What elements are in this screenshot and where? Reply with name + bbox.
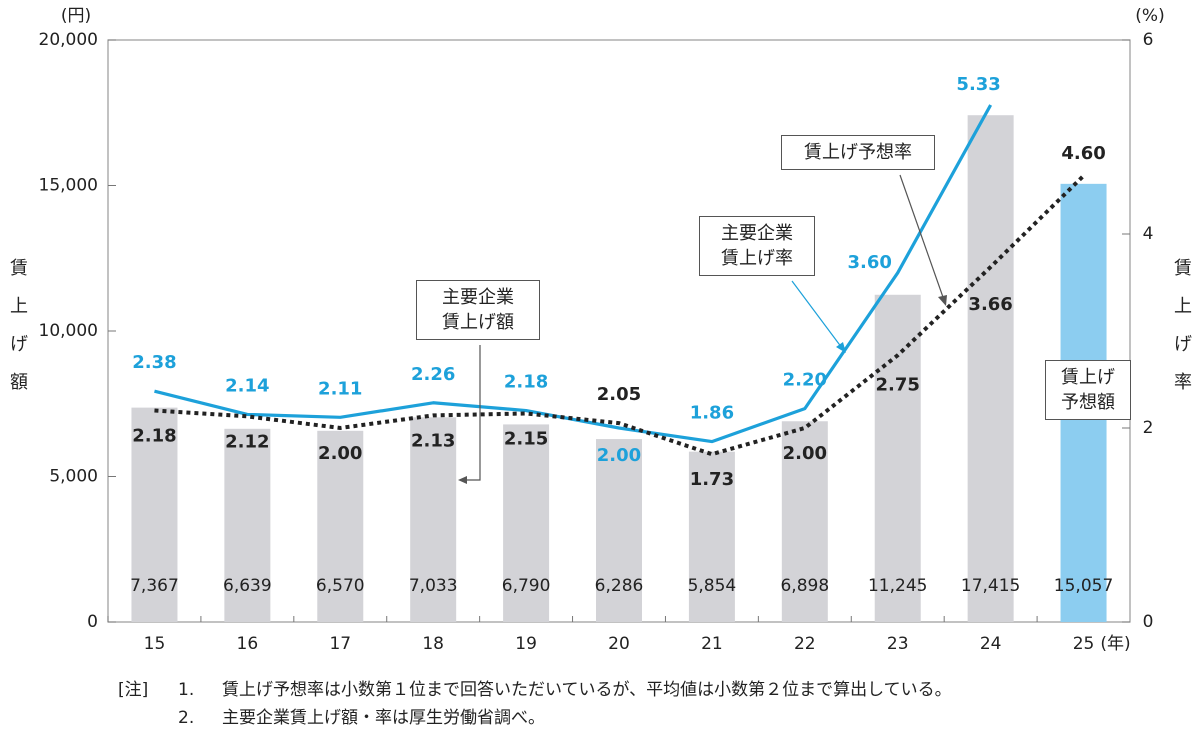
note-text: 賃上げ予想率は小数第１位まで回答いただいているが、平均値は小数第２位まで算出して… (222, 680, 952, 700)
x-tick-label: 24 (980, 634, 1002, 654)
line (154, 104, 993, 444)
y2-tick-label: 0 (1143, 612, 1154, 632)
bar (596, 439, 642, 622)
bar (317, 430, 364, 622)
x-tick-label: 18 (422, 634, 444, 654)
callout-arrow (458, 476, 467, 484)
callout-pointer (899, 174, 945, 301)
x-tick-label: 25 (1073, 634, 1095, 654)
line-value-label: 5.33 (956, 74, 1000, 95)
callout-arrow (836, 342, 846, 353)
x-tick-label: 16 (237, 634, 259, 654)
y-tick-label: 10,000 (39, 321, 98, 341)
line-value-label: 2.18 (504, 372, 548, 393)
legend-callout: 賃上げ 予想額 (1045, 360, 1131, 420)
line-value-label: 2.18 (132, 426, 176, 447)
bar (967, 115, 1014, 622)
line-value-label: 2.14 (225, 375, 269, 396)
note-number: 1. (178, 680, 194, 700)
line-value-label: 2.20 (783, 370, 827, 391)
line-value-label: 3.60 (848, 252, 892, 273)
y2-label: 賃上げ率 (1174, 258, 1192, 393)
bar-value-label: 6,570 (316, 576, 365, 596)
line-value-label: 2.15 (504, 428, 548, 449)
x-tick-label: 20 (608, 634, 630, 654)
x-tick-label: 19 (515, 634, 537, 654)
bar-value-label: 7,033 (409, 576, 458, 596)
note-text: 主要企業賃上げ額・率は厚生労働省調べ。 (222, 708, 545, 728)
legend-callout: 主要企業 賃上げ率 (699, 216, 815, 276)
bar (503, 424, 550, 622)
line-value-label: 2.26 (411, 364, 455, 385)
legend-callout: 賃上げ予想率 (781, 135, 935, 170)
bar (688, 451, 735, 622)
y2-tick-label: 4 (1143, 224, 1154, 244)
callout-arrow (938, 295, 947, 306)
callout-pointer (791, 280, 843, 349)
line-value-label: 2.00 (597, 445, 641, 466)
line-value-label: 2.13 (411, 430, 455, 451)
line-value-label: 2.00 (783, 443, 827, 464)
bar-value-label: 6,286 (595, 576, 644, 596)
line-value-label: 1.73 (690, 469, 734, 490)
line-value-label: 2.75 (876, 374, 920, 395)
y2-tick-label: 2 (1143, 418, 1154, 438)
y2-tick-label: 6 (1143, 30, 1154, 50)
bar (874, 294, 921, 622)
note-label: [注] (118, 680, 148, 700)
line-value-label: 2.05 (597, 384, 641, 405)
line-value-label: 1.86 (690, 403, 734, 424)
line (154, 174, 1085, 457)
bar (131, 407, 178, 622)
note-number: 2. (178, 708, 194, 728)
x-tick-label: 23 (887, 634, 909, 654)
y-label: 賃上げ額 (10, 258, 28, 393)
bar-value-label: 5,854 (688, 576, 737, 596)
y2-unit: (%) (1135, 6, 1164, 26)
legend-callout: 主要企業 賃上げ額 (416, 280, 540, 340)
bar (410, 417, 457, 622)
bar-value-label: 7,367 (130, 576, 179, 596)
y-unit: (円) (61, 6, 91, 26)
x-tick-label: 21 (701, 634, 723, 654)
y-tick-label: 20,000 (39, 30, 98, 50)
x-tick-label: 17 (329, 634, 351, 654)
bar-value-label: 17,415 (961, 576, 1020, 596)
line-value-label: 2.12 (225, 431, 269, 452)
bar (781, 421, 828, 622)
y-tick-label: 15,000 (39, 176, 98, 196)
line-value-label: 2.38 (132, 352, 176, 373)
y-tick-label: 5,000 (49, 467, 98, 487)
y-tick-label: 0 (87, 612, 98, 632)
line-value-label: 2.11 (318, 378, 362, 399)
x-tick-label: 22 (794, 634, 816, 654)
bar-value-label: 6,639 (223, 576, 272, 596)
bar (224, 428, 271, 622)
bar-value-label: 6,790 (502, 576, 551, 596)
bar-value-label: 15,057 (1054, 576, 1113, 596)
bar-value-label: 11,245 (868, 576, 927, 596)
line-value-label: 4.60 (1061, 143, 1105, 164)
bar-value-label: 6,898 (780, 576, 829, 596)
x-tick-label: 15 (144, 634, 166, 654)
bars (131, 115, 1107, 622)
line-value-label: 3.66 (968, 294, 1012, 315)
x-unit: (年) (1100, 634, 1130, 654)
callout-pointer (462, 345, 481, 481)
line-value-label: 2.00 (318, 443, 362, 464)
